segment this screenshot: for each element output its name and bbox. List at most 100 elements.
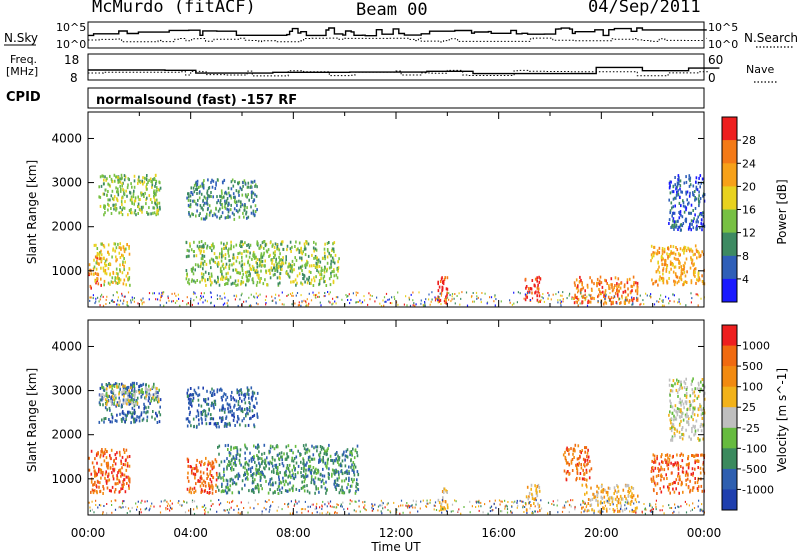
power-echo-cell <box>107 281 110 285</box>
power-echo-cell <box>115 175 117 179</box>
velocity-echo-cell <box>110 399 112 403</box>
velocity-noise-cell <box>493 502 495 505</box>
power-echo-cell <box>288 264 291 268</box>
velocity-echo-cell <box>258 445 260 449</box>
velocity-echo-cell <box>599 510 602 514</box>
power-echo-cell <box>241 203 244 207</box>
velocity-noise-cell <box>469 511 471 514</box>
velocity-echo-cell <box>186 424 189 428</box>
velocity-noise-cell <box>435 509 438 511</box>
velocity-echo-cell <box>229 410 232 414</box>
velocity-echo-cell <box>138 389 141 392</box>
velocity-echo-cell <box>684 413 687 417</box>
velocity-echo-cell <box>104 448 107 452</box>
velocity-echo-cell <box>153 382 155 386</box>
power-echo-cell <box>138 207 141 211</box>
power-noise-cell <box>394 298 396 300</box>
power-echo-cell <box>678 276 681 280</box>
power-echo-cell <box>119 206 122 210</box>
power-echo-cell <box>215 206 217 210</box>
power-echo-cell <box>319 260 322 264</box>
power-echo-cell <box>589 300 592 304</box>
power-echo-cell <box>682 204 685 208</box>
velocity-echo-cell <box>593 493 595 496</box>
power-echo-cell <box>206 189 209 193</box>
velocity-echo-cell <box>142 391 145 394</box>
velocity-echo-cell <box>195 463 198 467</box>
power-echo-cell <box>295 283 297 287</box>
power-echo-cell <box>326 241 329 245</box>
power-echo-cell <box>538 280 541 284</box>
power-noise-cell <box>439 292 441 295</box>
velocity-echo-cell <box>605 499 608 503</box>
power-echo-cell <box>101 242 103 246</box>
velocity-echo-cell <box>681 386 683 390</box>
power-echo-cell <box>217 199 220 203</box>
power-echo-cell <box>90 286 92 290</box>
velocity-echo-cell <box>245 414 247 418</box>
velocity-echo-cell <box>599 501 602 505</box>
power-echo-cell <box>694 196 696 199</box>
power-echo-cell <box>89 268 91 272</box>
power-echo-cell <box>699 197 702 200</box>
power-noise-cell <box>663 304 665 307</box>
power-echo-cell <box>222 254 225 258</box>
power-noise-cell <box>133 297 135 300</box>
power-noise-cell <box>291 292 294 295</box>
velocity-echo-cell <box>241 410 244 414</box>
power-echo-cell <box>699 254 701 258</box>
power-echo-cell <box>604 300 606 304</box>
velocity-echo-cell <box>256 391 259 395</box>
power-echo-cell <box>104 204 106 208</box>
velocity-echo-cell <box>698 408 700 412</box>
velocity-echo-cell <box>594 495 596 499</box>
power-echo-cell <box>99 175 102 179</box>
power-echo-cell <box>291 270 293 274</box>
velocity-echo-cell <box>699 425 702 428</box>
velocity-echo-cell <box>686 420 688 424</box>
power-echo-cell <box>662 277 665 281</box>
power-echo-cell <box>221 191 223 195</box>
velocity-echo-cell <box>244 395 247 399</box>
power-echo-cell <box>318 279 321 283</box>
power-echo-cell <box>245 283 247 287</box>
power-noise-cell <box>542 297 544 300</box>
velocity-echo-cell <box>227 410 230 414</box>
velocity-echo-cell <box>143 406 145 410</box>
power-echo-cell <box>242 181 244 184</box>
power-noise-cell <box>210 301 212 304</box>
velocity-echo-cell <box>695 459 698 463</box>
power-echo-cell <box>127 213 129 217</box>
power-noise-cell <box>310 299 313 302</box>
power-echo-cell <box>320 266 323 270</box>
velocity-noise-cell <box>570 505 572 508</box>
velocity-echo-cell <box>328 467 330 471</box>
velocity-noise-cell <box>247 501 250 504</box>
velocity-echo-cell <box>337 454 339 458</box>
power-echo-cell <box>121 271 124 275</box>
velocity-echo-cell <box>354 448 357 452</box>
power-echo-cell <box>238 193 240 197</box>
velocity-echo-cell <box>155 411 157 415</box>
power-echo-cell <box>596 281 598 285</box>
power-echo-cell <box>128 252 131 256</box>
power-echo-cell <box>193 240 195 244</box>
velocity-echo-cell <box>109 408 111 412</box>
power-echo-cell <box>190 248 193 252</box>
velocity-echo-cell <box>306 461 308 465</box>
velocity-echo-cell <box>289 474 291 478</box>
power-echo-cell <box>119 184 121 188</box>
power-echo-cell <box>185 255 188 259</box>
velocity-echo-cell <box>341 459 344 463</box>
velocity-echo-cell <box>676 382 679 385</box>
velocity-echo-cell <box>93 465 95 469</box>
velocity-echo-cell <box>221 482 223 486</box>
velocity-echo-cell <box>683 386 686 390</box>
power-echo-cell <box>200 217 203 221</box>
power-noise-cell <box>361 301 364 304</box>
power-echo-cell <box>586 283 589 287</box>
power-echo-cell <box>226 241 228 245</box>
velocity-noise-cell <box>349 502 351 505</box>
power-noise-cell <box>116 303 118 306</box>
power-echo-cell <box>201 275 203 279</box>
